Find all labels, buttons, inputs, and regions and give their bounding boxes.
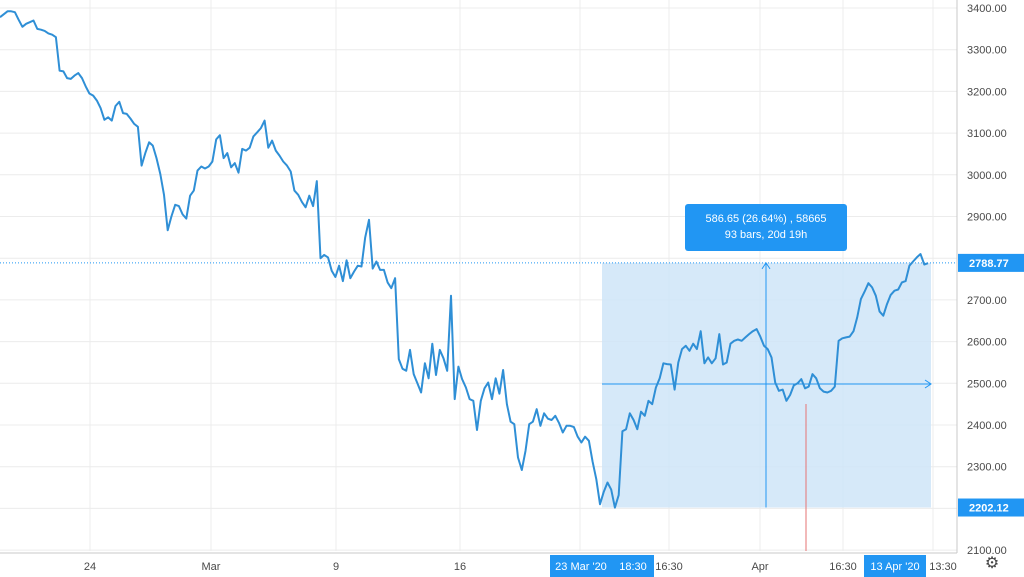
y-tick-label: 2600.00 <box>967 337 1007 349</box>
low-price-label-bg <box>958 498 1024 517</box>
measure-change-label: 586.65 (26.64%) , 58665 <box>705 213 827 225</box>
x-tick-label: Mar <box>202 561 221 573</box>
x-highlight-label-bg <box>864 555 926 577</box>
y-tick-label: 2300.00 <box>967 462 1007 474</box>
x-highlight-label-bg <box>612 555 654 577</box>
measure-horizontal-arrowhead <box>924 379 932 389</box>
y-tick-label: 3000.00 <box>967 170 1007 182</box>
x-highlight-label: 23 Mar '20 <box>555 561 607 573</box>
y-tick-label: 3100.00 <box>967 128 1007 140</box>
x-tick-label: 13:30 <box>929 561 957 573</box>
last-price-label-bg <box>958 253 1024 272</box>
grid-lines <box>0 0 957 551</box>
y-tick-label: 2500.00 <box>967 378 1007 390</box>
x-tick-label: 24 <box>84 561 96 573</box>
x-highlight-label: 18:30 <box>619 561 647 573</box>
x-tick-label: Apr <box>751 561 768 573</box>
y-tick-label: 2100.00 <box>967 545 1007 557</box>
measure-info-box: 586.65 (26.64%) , 58665 93 bars, 20d 19h <box>685 204 847 251</box>
y-tick-label: 3300.00 <box>967 45 1007 57</box>
y-tick-label: 2900.00 <box>967 212 1007 224</box>
x-tick-label: 9 <box>333 561 339 573</box>
low-price-label: 2202.12 <box>969 503 1009 515</box>
price-series-line <box>0 10 929 509</box>
y-tick-label: 2700.00 <box>967 295 1007 307</box>
y-tick-label: 2400.00 <box>967 420 1007 432</box>
gear-icon[interactable]: ⚙ <box>984 555 1000 572</box>
measure-vertical-arrowhead <box>761 261 771 270</box>
x-highlight-label: 13 Apr '20 <box>870 561 919 573</box>
last-price-label: 2788.77 <box>969 258 1009 270</box>
y-tick-label: 3200.00 <box>967 86 1007 98</box>
x-tick-label: 16 <box>454 561 466 573</box>
x-highlight-label-bg <box>550 555 612 577</box>
x-tick-label: 16:30 <box>829 561 857 573</box>
x-tick-label: 16:30 <box>655 561 683 573</box>
measure-bars-label: 93 bars, 20d 19h <box>724 229 808 241</box>
y-tick-label: 3400.00 <box>967 3 1007 15</box>
